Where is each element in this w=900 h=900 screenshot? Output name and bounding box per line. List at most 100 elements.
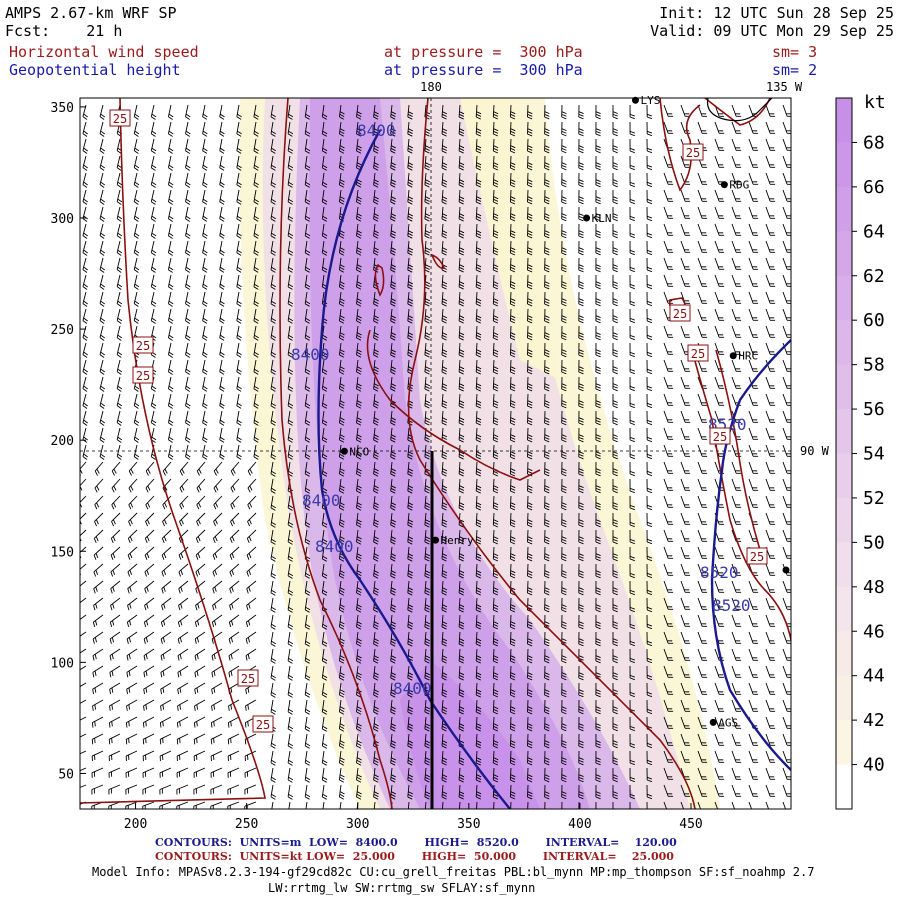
wind-barb: [407, 665, 410, 678]
wind-barb-feather: [339, 655, 345, 659]
wind-barb-feather: [128, 687, 131, 693]
wind-barb-feather: [144, 588, 147, 594]
wind-barb-feather: [151, 456, 156, 460]
wind-barb: [356, 614, 359, 627]
wind-barb-feather: [561, 490, 567, 494]
wind-barb-feather: [99, 354, 105, 358]
wind-barb: [93, 563, 104, 573]
wind-barb-feather: [270, 218, 276, 222]
wind-barb-feather: [476, 232, 482, 236]
wind-barb-feather: [78, 671, 79, 676]
wind-barb: [475, 461, 478, 475]
wind-barb-feather: [459, 349, 465, 353]
wind-barb-feather: [374, 366, 379, 370]
wind-barb: [202, 427, 206, 440]
wind-barb-feather: [493, 230, 499, 234]
wind-barb-feather: [390, 116, 396, 120]
wind-barb-feather: [391, 655, 396, 659]
wind-barb: [458, 308, 461, 321]
wind-barb: [356, 206, 359, 219]
wind-barb: [407, 461, 410, 474]
wind-barb-feather: [356, 181, 362, 186]
wind-barb-feather: [493, 400, 499, 404]
wind-barb: [475, 614, 478, 628]
wind-barb-feather: [93, 588, 96, 594]
wind-barb: [390, 529, 393, 542]
wind-barb-feather: [202, 249, 208, 254]
wind-barb-feather: [612, 572, 618, 576]
wind-barb: [714, 563, 720, 576]
wind-barb-feather: [561, 269, 567, 273]
wind-barb-feather: [99, 337, 105, 341]
wind-barb-feather: [407, 167, 413, 171]
wind-barb-feather: [612, 606, 618, 610]
wind-barb-feather: [134, 317, 140, 322]
wind-barb-feather: [168, 354, 173, 358]
wind-barb-feather: [116, 422, 122, 426]
wind-barb: [161, 563, 172, 573]
wind-barb-feather: [510, 592, 516, 596]
wind-barb-feather: [82, 337, 88, 341]
wind-barb-feather: [194, 689, 196, 695]
wind-barb-feather: [390, 317, 396, 321]
wind-barb-feather: [647, 456, 653, 460]
wind-barb-feather: [561, 485, 567, 489]
wind-barb-feather: [629, 606, 635, 610]
wind-barb-feather: [128, 470, 132, 476]
wind-barb-feather: [339, 385, 345, 390]
wind-barb-feather: [134, 181, 140, 186]
wind-barb: [765, 580, 771, 593]
wind-barb-feather: [236, 269, 242, 273]
wind-barb-feather: [322, 575, 327, 579]
wind-barb-feather: [476, 130, 482, 134]
wind-barb: [782, 597, 788, 610]
wind-barb-feather: [373, 660, 379, 664]
wind-barb-feather: [339, 230, 345, 234]
wind-barb: [219, 206, 223, 219]
wind-barb: [177, 648, 189, 656]
wind-barb-feather: [339, 402, 345, 407]
wind-barb-feather: [544, 640, 550, 644]
wind-barb-feather: [442, 351, 447, 355]
wind-barb-feather: [476, 351, 482, 355]
wind-barb: [228, 665, 240, 673]
wind-barb-feather: [612, 434, 618, 437]
wind-barb-feather: [305, 300, 311, 305]
wind-barb: [407, 563, 410, 576]
wind-barb-feather: [459, 504, 465, 508]
wind-barb: [475, 563, 478, 577]
wind-barb: [527, 461, 529, 475]
wind-barb-feather: [544, 660, 550, 664]
wind-barb-feather: [117, 453, 123, 458]
wind-barb: [527, 427, 529, 441]
wind-barb: [475, 546, 478, 560]
wind-barb-feather: [133, 286, 139, 290]
wind-barb-feather: [322, 368, 328, 373]
wind-barb-feather: [510, 439, 516, 443]
wind-barb: [782, 478, 788, 491]
wind-barb-feather: [373, 575, 379, 579]
wind-barb-feather: [510, 332, 516, 336]
wind-barb: [373, 648, 376, 661]
wind-barb-feather: [180, 519, 184, 525]
wind-barb-feather: [185, 235, 190, 239]
wind-barb-feather: [527, 451, 533, 455]
wind-barb-feather: [424, 419, 430, 423]
wind-barb-feather: [578, 235, 584, 239]
wind-barb-feather: [459, 674, 465, 678]
wind-barb-feather: [322, 558, 327, 562]
wind-barb-feather: [595, 538, 601, 542]
wind-barb: [458, 104, 461, 117]
wind-barb-feather: [510, 538, 516, 542]
wind-barb: [748, 427, 754, 440]
wind-barb-feather: [544, 128, 550, 132]
wind-barb-feather: [493, 638, 499, 642]
wind-barb-feather: [459, 436, 465, 440]
wind-barb-feather: [561, 575, 567, 579]
wind-barb-feather: [373, 674, 379, 679]
wind-barb-feather: [390, 575, 396, 579]
wind-barb: [509, 665, 512, 679]
wind-barb: [228, 631, 240, 640]
wind-barb-feather: [612, 643, 618, 647]
wind-barb-feather: [237, 334, 242, 339]
